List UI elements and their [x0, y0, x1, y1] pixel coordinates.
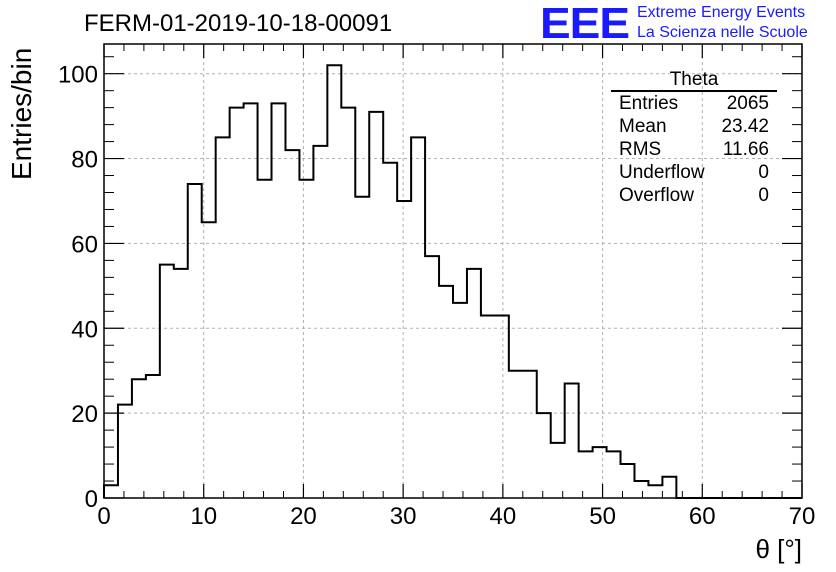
histogram-bin	[118, 405, 132, 498]
histogram-bin	[327, 65, 341, 498]
x-tick-label: 60	[689, 503, 716, 530]
y-tick-label: 0	[85, 486, 98, 513]
axis-ticks	[103, 44, 803, 499]
y-tick-label: 40	[71, 316, 98, 343]
stats-row: Underflow 0	[611, 161, 777, 184]
histogram-bin	[174, 269, 188, 498]
stats-value: 0	[758, 185, 769, 206]
stats-label: Underflow	[619, 162, 705, 183]
y-tick-label: 80	[71, 147, 98, 174]
chart-title: FERM-01-2019-10-18-00091	[84, 10, 393, 37]
histogram-bin	[216, 137, 230, 498]
histogram-bin	[369, 112, 383, 498]
histogram-bin	[648, 485, 662, 498]
histogram-bin	[537, 413, 551, 498]
histogram-bin	[313, 146, 327, 498]
histogram-bin	[299, 180, 313, 498]
stats-row: Overflow 0	[611, 184, 777, 207]
stats-value: 2065	[726, 93, 769, 114]
stats-label: Overflow	[619, 185, 694, 206]
histogram-bin	[425, 256, 439, 498]
plot-frame	[103, 43, 803, 499]
histogram-bin	[341, 108, 355, 498]
x-tick-label: 70	[789, 503, 816, 530]
stats-title: Theta	[669, 69, 719, 90]
histogram-bin	[244, 103, 258, 498]
x-axis-label: θ [°]	[755, 534, 802, 564]
histogram-bin	[355, 197, 369, 498]
x-tick-label: 30	[390, 503, 417, 530]
histogram-bin	[593, 447, 607, 498]
histogram-bin	[579, 451, 593, 498]
stats-value: 23.42	[721, 116, 769, 137]
histogram-bars	[104, 65, 676, 498]
histogram-bin	[146, 375, 160, 498]
histogram-bin	[397, 201, 411, 498]
y-tick-label: 60	[71, 231, 98, 258]
stats-value: 0	[758, 162, 769, 183]
logo-line-2: La Scienza nelle Scuole	[637, 24, 808, 41]
histogram-bin	[509, 371, 523, 498]
histogram-bin	[621, 464, 635, 498]
stats-divider	[611, 90, 777, 92]
histogram-bin	[285, 150, 299, 498]
x-tick-label: 10	[190, 503, 217, 530]
x-tick-label: 50	[589, 503, 616, 530]
histogram-bin	[495, 316, 509, 498]
y-tick-label: 20	[71, 401, 98, 428]
histogram-bin	[481, 316, 495, 498]
histogram-bin	[551, 443, 565, 498]
stats-label: Mean	[619, 116, 667, 137]
stats-label: RMS	[619, 139, 662, 160]
x-tick-label: 0	[97, 503, 110, 530]
histogram-bin	[160, 265, 174, 498]
stats-row: Mean 23.42	[611, 115, 777, 138]
histogram-bin	[258, 180, 272, 498]
histogram-bin	[132, 379, 146, 498]
histogram-bin	[383, 163, 397, 498]
y-axis-label: Entries/bin	[6, 47, 37, 180]
stats-row: Entries 2065	[611, 92, 777, 115]
histogram-bin	[411, 137, 425, 498]
y-tick-label: 100	[58, 62, 98, 89]
stats-label: Entries	[619, 93, 679, 114]
histogram-bin	[230, 108, 244, 498]
x-tick-label: 20	[290, 503, 317, 530]
x-tick-label: 40	[490, 503, 517, 530]
histogram-bin	[565, 383, 579, 498]
grid-lines	[104, 44, 802, 498]
histogram-bin	[453, 303, 467, 498]
histogram-bin	[467, 269, 481, 498]
stats-box: Theta Entries 2065 Mean 23.42 RMS 11.66 …	[611, 70, 777, 207]
histogram-bin	[607, 451, 621, 498]
histogram-bin	[202, 222, 216, 498]
stats-value: 11.66	[722, 139, 769, 160]
histogram-bin	[662, 477, 676, 498]
histogram-bin	[272, 103, 286, 498]
histogram-bin	[523, 371, 537, 498]
histogram-bin	[104, 485, 118, 498]
eee-logo-mark: EEE	[540, 0, 630, 48]
tick-labels: 0 10 20 30 40 50 60 70 0 20 40 60 80 100	[58, 62, 815, 530]
histogram-outline	[103, 64, 802, 499]
stats-row: RMS 11.66	[611, 138, 777, 161]
histogram-bin	[188, 184, 202, 498]
histogram-bin	[634, 481, 648, 498]
histogram-bin	[439, 286, 453, 498]
logo-line-1: Extreme Energy Events	[637, 4, 806, 21]
